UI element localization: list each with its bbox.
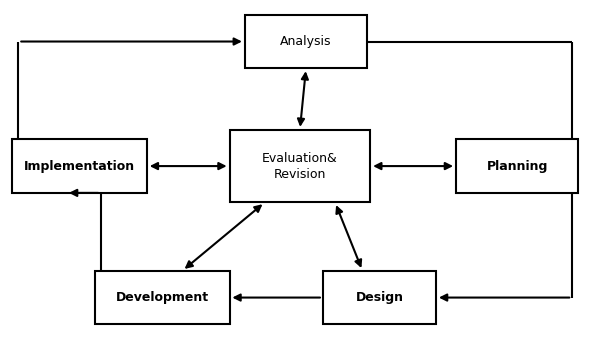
FancyArrowPatch shape (234, 294, 320, 301)
FancyArrowPatch shape (298, 73, 308, 125)
FancyArrowPatch shape (337, 207, 361, 266)
Text: Development: Development (116, 291, 209, 304)
FancyArrowPatch shape (375, 163, 451, 169)
FancyBboxPatch shape (230, 130, 370, 202)
Text: Planning: Planning (487, 160, 548, 173)
FancyArrowPatch shape (21, 38, 240, 45)
FancyArrowPatch shape (71, 190, 98, 196)
FancyBboxPatch shape (323, 271, 436, 325)
FancyArrowPatch shape (441, 294, 569, 301)
FancyArrowPatch shape (152, 163, 225, 169)
FancyBboxPatch shape (95, 271, 230, 325)
Text: Implementation: Implementation (24, 160, 135, 173)
Text: Design: Design (356, 291, 403, 304)
FancyBboxPatch shape (245, 15, 367, 69)
FancyArrowPatch shape (186, 206, 261, 267)
FancyBboxPatch shape (456, 139, 578, 193)
Text: Evaluation&
Revision: Evaluation& Revision (262, 152, 338, 181)
Text: Analysis: Analysis (280, 35, 332, 48)
FancyBboxPatch shape (12, 139, 147, 193)
